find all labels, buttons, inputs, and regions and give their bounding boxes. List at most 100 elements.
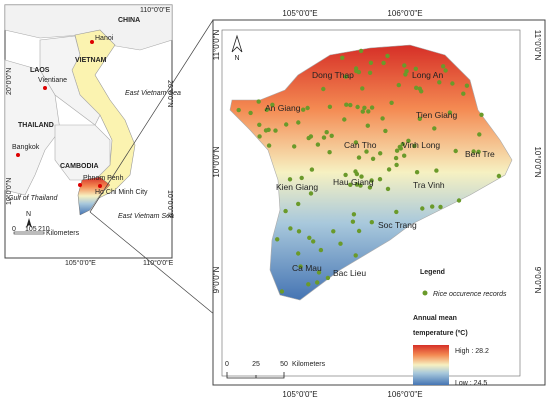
color-ramp [413, 345, 449, 385]
city-dot [16, 153, 20, 157]
province-label: An Giang [265, 103, 301, 113]
scale-label: 50 [280, 361, 288, 368]
province-label: Hau Giang [333, 177, 374, 187]
north-label: N [234, 55, 239, 62]
rice-record [368, 60, 374, 65]
sea-label: Gulf of Thailand [8, 195, 59, 202]
rice-record [305, 105, 310, 111]
rice-record [273, 128, 278, 133]
rice-record [321, 135, 327, 140]
city-label: Hanoi [95, 35, 114, 42]
province-label: Tien Giang [416, 110, 458, 120]
rice-record [353, 169, 358, 174]
rice-record [308, 134, 314, 139]
rice-record [461, 91, 466, 96]
rice-record [476, 149, 481, 154]
province-label: Tra Vinh [413, 180, 445, 190]
ramp-high: High : 28.2 [455, 348, 489, 355]
lat-label: 10°0'0"N [5, 178, 13, 205]
lat-label: 20°0'0"N [5, 68, 13, 95]
city-dot [98, 184, 102, 188]
rice-record [315, 280, 320, 285]
lat-label: 9°0'0"N [533, 267, 542, 294]
sea-label: East Vietnam Sea [125, 90, 181, 97]
rice-record [434, 168, 439, 173]
rice-record [327, 150, 332, 155]
rice-record [354, 182, 360, 187]
sea-label: East Vietnam Sea [118, 213, 174, 220]
scale-label: 25 [252, 361, 260, 368]
rice-record [453, 148, 458, 154]
province-label: Ca Mau [292, 263, 322, 273]
rice-record [355, 104, 360, 110]
province-label: Ben Tre [465, 149, 495, 159]
rice-record [358, 183, 363, 188]
country-label: CHINA [118, 17, 140, 24]
lon-label: 105°0'0"E [65, 259, 96, 267]
rice-record [316, 270, 322, 275]
rice-record [329, 133, 334, 138]
country-label: VIETNAM [75, 57, 107, 64]
lat-label: 9°0'0"N [212, 266, 221, 293]
rice-record [430, 204, 435, 209]
scale-label: 210 [38, 226, 50, 233]
lat-label: 10°0'0"N [533, 146, 542, 177]
rice-record [437, 80, 442, 85]
rice-record [256, 99, 261, 104]
scale-bar [226, 372, 285, 379]
rice-record [378, 151, 383, 156]
thailand [4, 59, 61, 196]
map-neatline [221, 29, 521, 377]
rice-record [292, 144, 297, 149]
rice-record [471, 149, 476, 154]
rice-record [283, 208, 288, 214]
scale-label: 0 [12, 226, 16, 233]
legend-title: Legend [420, 269, 445, 276]
rice-record [402, 153, 407, 158]
rice-record [403, 72, 408, 77]
rice-record [263, 128, 269, 133]
rice-record [356, 228, 362, 234]
rice-record [367, 185, 373, 190]
lat-label: 20°0'0"N [166, 80, 174, 107]
rice-record [358, 48, 364, 54]
province-label: Long An [412, 70, 443, 80]
city-label: Vientiane [38, 77, 67, 84]
city-dot [43, 86, 47, 90]
country-label: THAILAND [18, 122, 54, 129]
rice-record [367, 70, 373, 76]
rice-record [343, 74, 349, 79]
city-label: Phnom Penh [83, 175, 124, 182]
rice-record [270, 102, 275, 108]
rice-record [321, 86, 326, 92]
province-label: Bac Lieu [333, 268, 366, 278]
province-label: Can Tho [344, 140, 377, 150]
rice-record [394, 148, 400, 153]
scale-unit: Kilometers [46, 230, 80, 237]
rice-record [360, 86, 365, 91]
rice-record [284, 122, 289, 127]
study-area [229, 44, 513, 301]
rice-record [369, 178, 374, 183]
rice-record [324, 130, 329, 135]
rice-record [396, 82, 401, 88]
rice-record [257, 134, 262, 139]
rice-record [389, 100, 394, 106]
rice-record [380, 116, 385, 121]
rice-record [393, 155, 399, 161]
province-label: Vinh Long [402, 140, 440, 150]
scale-label: 105 [25, 226, 37, 233]
lon-label: 105°0'0"E [282, 9, 317, 18]
legend-points: Rice occurence records [433, 291, 507, 298]
rice-record [308, 191, 314, 196]
inset-study-area [77, 176, 111, 216]
rice-record [386, 167, 392, 172]
rice-record [381, 60, 386, 66]
north-arrow [26, 218, 32, 228]
rice-record [450, 81, 455, 86]
rice-record [311, 239, 316, 244]
rice-record [447, 110, 453, 115]
rice-record [309, 167, 315, 172]
rice-record [477, 132, 482, 137]
